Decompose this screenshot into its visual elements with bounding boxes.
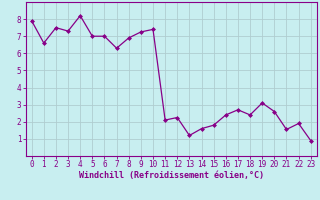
X-axis label: Windchill (Refroidissement éolien,°C): Windchill (Refroidissement éolien,°C): [79, 171, 264, 180]
